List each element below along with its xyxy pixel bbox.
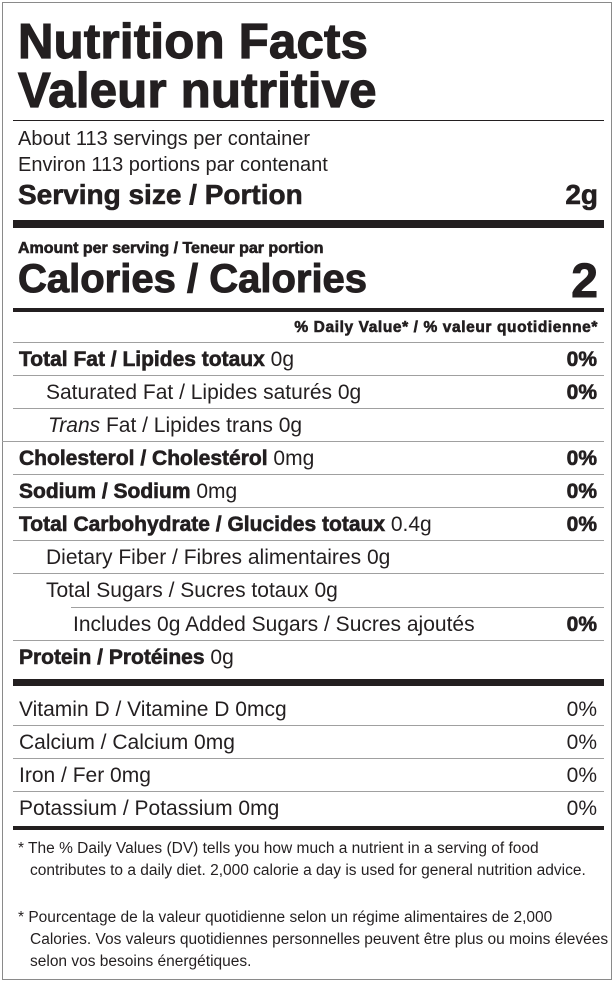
vitamin-dv: 0%: [566, 698, 597, 721]
nutrient-name: Cholesterol / Cholestérol: [19, 447, 268, 471]
nutrient-amount: 0g: [366, 546, 391, 569]
nutrient-amount: 0g: [210, 646, 234, 669]
daily-value-header: % Daily Value* / % valeur quotidienne*: [294, 319, 598, 337]
nutrient-row-trans-fat: Trans Fat / Lipides trans 0g: [2, 409, 604, 442]
vitamin-name: Vitamin D / Vitamine D 0mcg: [19, 698, 287, 721]
nutrient-row-protein: Protein / Protéines 0g: [13, 641, 604, 674]
nutrient-dv: 0%: [566, 513, 597, 537]
title-fr: Valeur nutritive: [17, 64, 377, 118]
serving-size-label: Serving size / Portion: [18, 179, 303, 211]
divider: [13, 342, 604, 343]
nutrient-amount: 0mg: [196, 480, 238, 503]
nutrient-row-added-sugars: Includes 0g Added Sugars / Sucres ajouté…: [13, 608, 604, 641]
nutrient-dv: 0%: [566, 447, 597, 471]
vitamin-row-iron: Iron / Fer 0mg 0%: [13, 759, 604, 792]
nutrient-amount: 0mg: [273, 447, 315, 470]
vitamin-name: Iron / Fer 0mg: [19, 764, 151, 787]
vitamin-dv: 0%: [566, 764, 597, 787]
nutrient-name: Dietary Fiber / Fibres alimentaires: [46, 546, 362, 569]
nutrient-dv: 0%: [566, 613, 597, 637]
nutrient-name: Total Sugars / Sucres totaux: [46, 579, 309, 602]
nutrient-name: Fat / Lipides trans: [100, 414, 273, 437]
divider: [71, 607, 604, 608]
thick-divider: [13, 679, 604, 686]
nutrient-amount: 0g: [337, 381, 362, 404]
nutrient-row-sodium: Sodium / Sodium 0mg 0%: [13, 475, 604, 508]
nutrient-name: Protein / Protéines: [19, 646, 205, 670]
nutrient-dv: 0%: [566, 480, 597, 504]
medium-divider: [13, 826, 604, 830]
servings-fr: Environ 113 portions par contenant: [18, 154, 328, 176]
vitamin-name: Potassium / Potassium 0mg: [19, 797, 280, 820]
nutrient-dv: 0%: [566, 348, 597, 372]
calories-label: Calories / Calories: [17, 257, 368, 302]
vitamin-dv: 0%: [566, 731, 597, 754]
nutrient-name: Total Fat / Lipides totaux: [19, 348, 265, 372]
nutrient-row-fiber: Dietary Fiber / Fibres alimentaires 0g: [13, 541, 604, 574]
nutrient-amount: 0.4g: [390, 513, 432, 536]
nutrient-row-saturated-fat: Saturated Fat / Lipides saturés 0g 0%: [13, 376, 604, 409]
nutrient-row-total-fat: Total Fat / Lipides totaux 0g 0%: [13, 343, 604, 376]
amount-per-serving: Amount per serving / Teneur par portion: [18, 240, 324, 258]
vitamin-dv: 0%: [566, 797, 597, 820]
serving-size-value: 2g: [565, 179, 598, 211]
footnote-en: * The % Daily Values (DV) tells you how …: [18, 840, 586, 879]
thick-divider: [13, 220, 604, 228]
vitamin-row-calcium: Calcium / Calcium 0mg 0%: [13, 726, 604, 759]
vitamin-name: Calcium / Calcium 0mg: [19, 731, 235, 754]
nutrient-amount: 0g: [314, 579, 338, 602]
servings-en: About 113 servings per container: [18, 128, 311, 150]
nutrient-name-italic: Trans: [48, 414, 101, 437]
nutrient-dv: 0%: [566, 381, 597, 405]
nutrient-row-cholesterol: Cholesterol / Cholestérol 0mg 0%: [13, 442, 604, 475]
nutrient-name: Total Carbohydrate / Glucides totaux: [19, 513, 386, 537]
footnote-fr: * Pourcentage de la valeur quotidienne s…: [18, 909, 609, 970]
medium-divider: [13, 308, 604, 312]
vitamin-row-potassium: Potassium / Potassium 0mg 0%: [13, 792, 604, 825]
nutrient-row-carbohydrate: Total Carbohydrate / Glucides totaux 0.4…: [13, 508, 604, 541]
nutrient-name: Sodium / Sodium: [19, 480, 191, 504]
nutrient-amount: 0g: [270, 348, 294, 371]
calories-value: 2: [571, 255, 599, 308]
nutrient-name: Includes 0g Added Sugars / Sucres ajouté…: [73, 613, 475, 636]
nutrient-name: Saturated Fat / Lipides saturés: [46, 381, 332, 404]
title-en: Nutrition Facts: [17, 15, 369, 69]
nutrient-amount: 0g: [278, 414, 303, 437]
vitamin-row-vitamin-d: Vitamin D / Vitamine D 0mcg 0%: [13, 693, 604, 726]
divider: [13, 120, 604, 121]
nutrient-row-total-sugars: Total Sugars / Sucres totaux 0g: [13, 574, 604, 607]
